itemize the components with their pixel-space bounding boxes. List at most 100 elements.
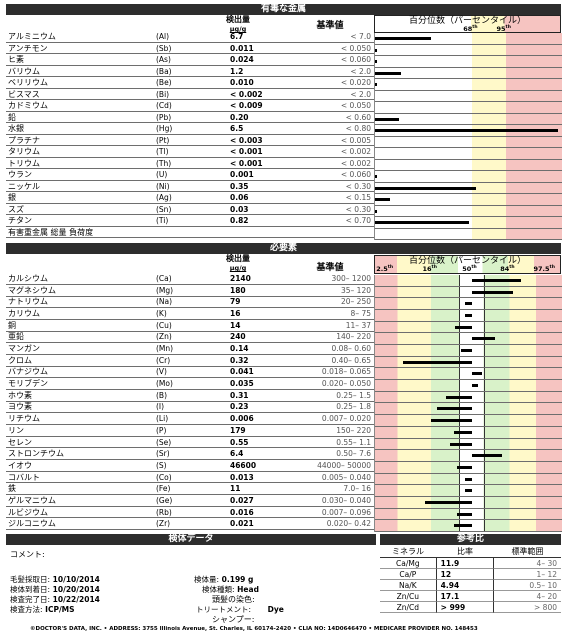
essential-percentile-title: 百分位数（パーセンタイル） (408, 256, 526, 266)
essential-row: イオウ (S) 46600 44000– 50000 (6, 460, 374, 472)
essential-row: リチウム (Li) 0.006 0.007– 0.020 (6, 414, 374, 426)
element-symbol: (Mn) (156, 344, 174, 354)
element-reference: < 0.30 (345, 204, 371, 214)
element-symbol: (Ba) (156, 66, 172, 76)
ratios-table: ミネラル 比率 標準範囲 Ca/Mg 11.9 4– 30 Ca/P 12 1– 12 Na… (380, 546, 561, 613)
element-reference: 11– 37 (345, 320, 371, 330)
chart-row-divider (375, 216, 562, 217)
element-reference: 0.25– 1.5 (336, 390, 371, 400)
ratios-rows: Ca/Mg 11.9 4– 30 Ca/P 12 1– 12 Na/K 4.94 0.5– 10… (380, 558, 561, 613)
treatment-value: Dye (267, 605, 284, 614)
element-symbol: (U) (156, 170, 168, 179)
toxic-row: ヒ素 (As) 0.024 < 0.060 (6, 55, 374, 66)
element-name: プラチナ (8, 135, 40, 145)
element-value: 0.021 (230, 519, 254, 529)
element-name: 亜鉛 (8, 332, 24, 342)
element-symbol: (P) (156, 425, 167, 435)
essential-row: ヨウ素 (I) 0.23 0.25– 1.8 (6, 402, 374, 414)
chart-row-divider (375, 332, 562, 334)
essential-row: ストロンチウム (Sr) 6.4 0.50– 7.6 (6, 449, 374, 461)
element-symbol: (Mg) (156, 285, 174, 295)
element-value: 0.024 (230, 55, 254, 64)
chart-row-divider (375, 379, 562, 381)
chart-row-divider (375, 55, 562, 56)
element-value: 46600 (230, 460, 257, 470)
essential-percentile-ticks: 2.5th 16th 50th 84th 97.5th (375, 265, 560, 274)
toxic-row: ニッケル (Ni) 0.35 < 0.30 (6, 181, 374, 193)
chart-row-divider (375, 78, 562, 79)
toxic-level-bar (375, 209, 377, 213)
essential-row: 鉄 (Fe) 11 7.0– 16 (6, 484, 374, 496)
essential-level-bar (472, 384, 478, 388)
percentile-tick-label: 50th (462, 265, 477, 274)
essential-row: クロム (Cr) 0.32 0.40– 0.65 (6, 356, 374, 367)
element-name: 鉄 (8, 484, 16, 494)
collected-value: 10/10/2014 (52, 575, 100, 584)
essential-level-bar (453, 524, 473, 528)
ratio-value: 17.1 (436, 591, 495, 602)
element-symbol: (Zn) (156, 332, 172, 342)
element-name: ビスマス (8, 89, 40, 99)
chart-row-divider (375, 449, 562, 451)
element-value: 0.010 (230, 78, 254, 87)
median-column (459, 275, 486, 532)
toxic-row: チタン (Ti) 0.82 < 0.70 (6, 216, 374, 227)
element-reference: 35– 120 (341, 285, 371, 295)
footer-address: ©DOCTOR'S DATA, INC. • ADDRESS: 3755 Ill… (30, 626, 478, 632)
specimen-panel: コメント: 毛髪採取日: 10/10/2014 検体到着日: 10/20/201… (6, 546, 376, 624)
element-reference: 150– 220 (336, 425, 371, 435)
sample-type-value: Head (237, 585, 259, 594)
percentile-tick-label: 68th (463, 25, 478, 34)
specimen-section-header: 検体データ (6, 534, 376, 545)
ratio-element: Na/K (380, 580, 437, 591)
element-name: バリウム (8, 66, 40, 76)
ratio-element: Zn/Cd (380, 602, 437, 613)
toxic-level-bar (375, 83, 377, 86)
ratio-value: > 999 (436, 602, 495, 613)
element-symbol: (Sr) (156, 449, 170, 459)
element-symbol: (Mo) (156, 379, 173, 389)
toxic-level-bar (375, 48, 377, 52)
element-symbol: (Sn) (156, 204, 172, 214)
element-value: 0.006 (230, 414, 254, 424)
element-name: ヨウ素 (8, 402, 32, 412)
toxic-level-bar (375, 129, 559, 132)
essential-row: ホウ素 (B) 0.31 0.25– 1.5 (6, 390, 374, 402)
element-reference: 0.020– 0.050 (321, 379, 371, 389)
chart-row-divider (375, 425, 562, 427)
percentile-tick-label: 84th (500, 265, 515, 274)
toxic-level-bar (375, 60, 377, 63)
toxic-level-bar (375, 71, 402, 75)
element-value: 0.027 (230, 495, 254, 505)
element-reference: < 0.005 (340, 135, 371, 145)
element-name: ゲルマニウム (8, 495, 56, 505)
ratio-row: Ca/P 12 1– 12 (380, 569, 561, 580)
toxic-row: 鉛 (Pb) 0.20 < 0.60 (6, 112, 374, 124)
element-value: 180 (230, 285, 246, 295)
element-symbol: (K) (156, 309, 167, 319)
chart-row-divider (375, 437, 562, 439)
element-name: バナジウム (8, 367, 48, 377)
element-reference: 0.020– 0.42 (326, 519, 371, 529)
element-reference: < 0.30 (345, 181, 371, 191)
treatment-label: トリートメント: (196, 605, 252, 614)
toxic-level-bar (375, 175, 377, 178)
element-name: チタン (8, 216, 32, 225)
element-symbol: (Rb) (156, 507, 172, 517)
ratio-range: 0.5– 10 (494, 580, 561, 591)
element-reference: < 2.0 (350, 66, 371, 76)
element-symbol: (Th) (156, 158, 172, 168)
ratios-section-header: 参考比 (380, 534, 561, 545)
element-symbol: (Ge) (156, 495, 173, 505)
element-reference: < 0.60 (345, 112, 371, 122)
element-symbol: (Na) (156, 297, 173, 307)
element-symbol: (Hg) (156, 124, 173, 133)
ratios-col-range: 標準範囲 (511, 547, 544, 556)
element-symbol: (Pt) (156, 135, 170, 145)
element-name: アルミニウム (8, 32, 56, 41)
element-name: ウラン (8, 170, 32, 179)
chart-row-divider (375, 402, 562, 404)
element-name: モリブデン (8, 379, 48, 389)
element-symbol: (Tl) (156, 147, 169, 156)
toxic-percentile-title: 百分位数（パーセンタイル） (408, 16, 526, 26)
